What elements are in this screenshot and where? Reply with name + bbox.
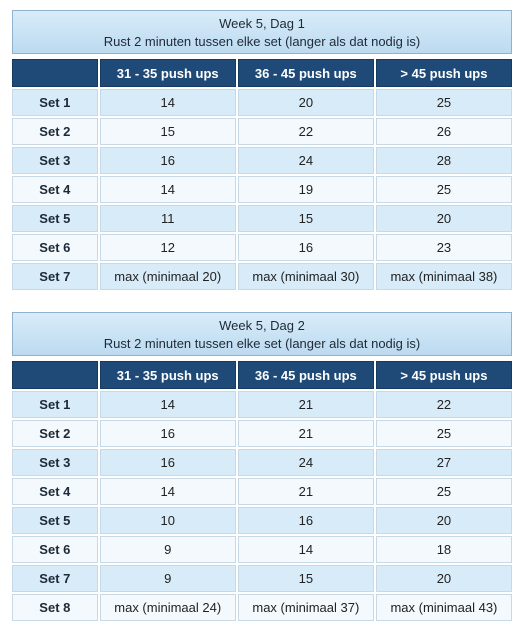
table-cell: 9 <box>99 536 236 563</box>
table-cell: 24 <box>237 449 374 476</box>
table-cell: 19 <box>237 176 374 203</box>
table-cell: 20 <box>375 565 512 592</box>
row-label: Set 3 <box>12 449 98 476</box>
table-subtitle: Rust 2 minuten tussen elke set (langer a… <box>103 336 421 351</box>
table-caption: Week 5, Dag 1 Rust 2 minuten tussen elke… <box>12 10 512 54</box>
table-cell: 25 <box>375 420 512 447</box>
table-cell: 27 <box>375 449 512 476</box>
row-label: Set 1 <box>12 391 98 418</box>
table-row: Set 4 14 19 25 <box>12 176 512 203</box>
table-cell: 16 <box>99 449 236 476</box>
table-row: Set 2 16 21 25 <box>12 420 512 447</box>
table-cell: 15 <box>99 118 236 145</box>
table-title: Week 5, Dag 1 <box>219 16 305 31</box>
table-cell: 28 <box>375 147 512 174</box>
table-cell: max (minimaal 24) <box>99 594 236 621</box>
table-row: Set 1 14 20 25 <box>12 89 512 116</box>
table-cell: 10 <box>99 507 236 534</box>
table-caption: Week 5, Dag 2 Rust 2 minuten tussen elke… <box>12 312 512 356</box>
table-cell: 21 <box>237 391 374 418</box>
table-cell: 16 <box>99 147 236 174</box>
row-label: Set 2 <box>12 420 98 447</box>
schedule-table: 31 - 35 push ups 36 - 45 push ups > 45 p… <box>10 359 514 623</box>
table-cell: 11 <box>99 205 236 232</box>
table-cell: 12 <box>99 234 236 261</box>
table-row: Set 7 9 15 20 <box>12 565 512 592</box>
table-cell: max (minimaal 38) <box>375 263 512 290</box>
table-cell: 18 <box>375 536 512 563</box>
header-row: 31 - 35 push ups 36 - 45 push ups > 45 p… <box>12 59 512 87</box>
table-cell: 16 <box>99 420 236 447</box>
column-header: 31 - 35 push ups <box>99 361 236 389</box>
row-label: Set 4 <box>12 478 98 505</box>
table-row: Set 3 16 24 28 <box>12 147 512 174</box>
table-row: Set 8 max (minimaal 24) max (minimaal 37… <box>12 594 512 621</box>
table-row: Set 6 12 16 23 <box>12 234 512 261</box>
row-label: Set 5 <box>12 205 98 232</box>
row-label: Set 7 <box>12 263 98 290</box>
row-label: Set 7 <box>12 565 98 592</box>
workout-table-day-2: Week 5, Dag 2 Rust 2 minuten tussen elke… <box>12 312 512 623</box>
table-cell: 20 <box>375 507 512 534</box>
table-row: Set 2 15 22 26 <box>12 118 512 145</box>
row-label: Set 6 <box>12 234 98 261</box>
table-cell: 21 <box>237 420 374 447</box>
table-row: Set 1 14 21 22 <box>12 391 512 418</box>
table-cell: 22 <box>237 118 374 145</box>
table-cell: 26 <box>375 118 512 145</box>
table-cell: 25 <box>375 89 512 116</box>
column-header: > 45 push ups <box>375 59 512 87</box>
header-corner-cell <box>12 59 98 87</box>
table-cell: 14 <box>99 176 236 203</box>
table-cell: 16 <box>237 507 374 534</box>
table-row: Set 4 14 21 25 <box>12 478 512 505</box>
column-header: > 45 push ups <box>375 361 512 389</box>
row-label: Set 8 <box>12 594 98 621</box>
table-cell: max (minimaal 20) <box>99 263 236 290</box>
row-label: Set 1 <box>12 89 98 116</box>
table-row: Set 5 11 15 20 <box>12 205 512 232</box>
column-header: 31 - 35 push ups <box>99 59 236 87</box>
table-title: Week 5, Dag 2 <box>219 318 305 333</box>
header-row: 31 - 35 push ups 36 - 45 push ups > 45 p… <box>12 361 512 389</box>
table-row: Set 6 9 14 18 <box>12 536 512 563</box>
table-cell: 24 <box>237 147 374 174</box>
row-label: Set 6 <box>12 536 98 563</box>
table-cell: 14 <box>237 536 374 563</box>
table-cell: max (minimaal 43) <box>375 594 512 621</box>
row-label: Set 5 <box>12 507 98 534</box>
table-cell: 15 <box>237 205 374 232</box>
table-cell: 20 <box>375 205 512 232</box>
table-cell: 16 <box>237 234 374 261</box>
table-cell: max (minimaal 30) <box>237 263 374 290</box>
table-cell: 9 <box>99 565 236 592</box>
table-cell: 23 <box>375 234 512 261</box>
table-cell: 25 <box>375 478 512 505</box>
table-cell: 22 <box>375 391 512 418</box>
column-header: 36 - 45 push ups <box>237 59 374 87</box>
table-row: Set 7 max (minimaal 20) max (minimaal 30… <box>12 263 512 290</box>
table-cell: 20 <box>237 89 374 116</box>
row-label: Set 4 <box>12 176 98 203</box>
table-cell: max (minimaal 37) <box>237 594 374 621</box>
column-header: 36 - 45 push ups <box>237 361 374 389</box>
header-corner-cell <box>12 361 98 389</box>
table-cell: 25 <box>375 176 512 203</box>
row-label: Set 3 <box>12 147 98 174</box>
table-subtitle: Rust 2 minuten tussen elke set (langer a… <box>103 34 421 49</box>
schedule-table: 31 - 35 push ups 36 - 45 push ups > 45 p… <box>10 57 514 292</box>
table-cell: 14 <box>99 391 236 418</box>
table-row: Set 5 10 16 20 <box>12 507 512 534</box>
workout-table-day-1: Week 5, Dag 1 Rust 2 minuten tussen elke… <box>12 10 512 292</box>
table-cell: 14 <box>99 89 236 116</box>
table-cell: 21 <box>237 478 374 505</box>
table-cell: 15 <box>237 565 374 592</box>
row-label: Set 2 <box>12 118 98 145</box>
table-cell: 14 <box>99 478 236 505</box>
table-row: Set 3 16 24 27 <box>12 449 512 476</box>
